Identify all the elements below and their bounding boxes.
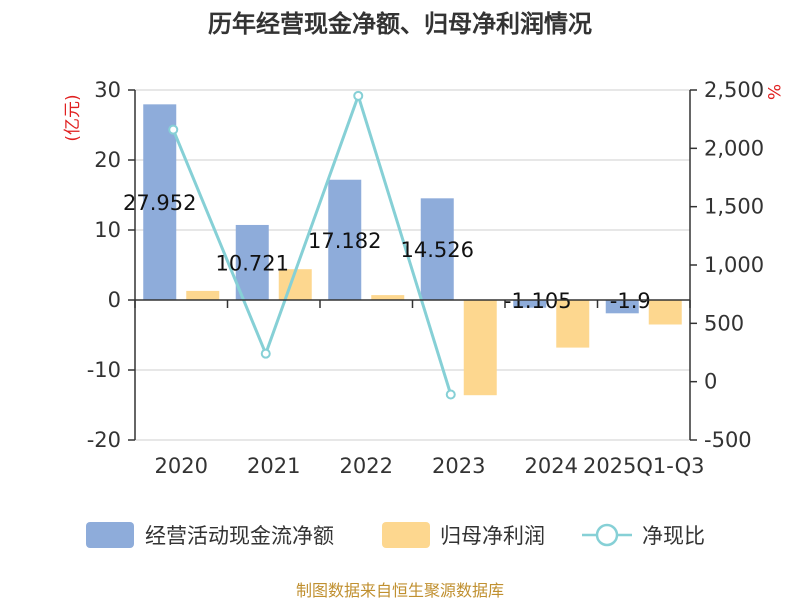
bar-cashflow-2022[interactable] bbox=[328, 179, 362, 300]
right-tick-label: -500 bbox=[704, 428, 752, 452]
data-label-cashflow: 27.952 bbox=[123, 191, 196, 215]
ratio-line bbox=[168, 90, 456, 400]
left-tick-label: -10 bbox=[87, 358, 121, 382]
left-tick-label: 10 bbox=[94, 218, 121, 242]
bar-cashflow-2023[interactable] bbox=[420, 198, 454, 300]
ratio-point[interactable] bbox=[168, 124, 179, 135]
legend-swatch-cashflow[interactable] bbox=[86, 522, 134, 548]
legend-swatch-profit[interactable] bbox=[382, 522, 430, 548]
x-tick-label: 2023 bbox=[432, 454, 485, 478]
x-tick-label: 2025Q1-Q3 bbox=[583, 454, 705, 478]
legend-label-profit[interactable]: 归母净利润 bbox=[440, 524, 545, 548]
data-label-cashflow: 10.721 bbox=[216, 251, 289, 275]
bar-profit-2024[interactable] bbox=[556, 300, 590, 348]
right-tick-label: 2,500 bbox=[704, 78, 764, 102]
bar-cashflow-2021[interactable] bbox=[235, 224, 269, 300]
right-tick-label: 500 bbox=[704, 311, 744, 335]
x-tick-label: 2024 bbox=[525, 454, 578, 478]
x-axis: 2020 2021 2022 2023 2024 2025Q1-Q3 bbox=[134, 299, 705, 478]
bars bbox=[143, 104, 682, 396]
right-tick-label: 1,000 bbox=[704, 253, 764, 277]
legend-label-cashflow[interactable]: 经营活动现金流净额 bbox=[145, 524, 334, 548]
bar-profit-2022[interactable] bbox=[371, 295, 405, 300]
ratio-series-line bbox=[171, 91, 453, 395]
ratio-point[interactable] bbox=[260, 348, 271, 359]
left-tick-label: 20 bbox=[94, 148, 121, 172]
left-tick-label: 30 bbox=[94, 78, 121, 102]
x-tick-label: 2022 bbox=[340, 454, 393, 478]
right-tick-label: 2,000 bbox=[704, 136, 764, 160]
left-axis-unit: (亿元) bbox=[63, 94, 83, 141]
bar-profit-2020[interactable] bbox=[186, 290, 220, 300]
source-note: 制图数据来自恒生聚源数据库 bbox=[296, 581, 504, 600]
ratio-point[interactable] bbox=[353, 90, 364, 101]
left-axis: 30 20 10 0 -10 -20 (亿元) bbox=[63, 78, 136, 452]
bar-profit-2025Q1-Q3[interactable] bbox=[648, 300, 682, 325]
grid bbox=[135, 89, 690, 441]
x-tick-label: 2020 bbox=[155, 454, 208, 478]
right-tick-label: 1,500 bbox=[704, 195, 764, 219]
right-tick-label: 0 bbox=[704, 370, 717, 394]
bar-cashflow-2020[interactable] bbox=[143, 104, 177, 300]
left-tick-label: -20 bbox=[87, 428, 121, 452]
chart-title: 历年经营现金净额、归母净利润情况 bbox=[208, 10, 592, 38]
legend[interactable]: 经营活动现金流净额 归母净利润 净现比 bbox=[86, 522, 705, 548]
data-label-cashflow: 17.182 bbox=[308, 229, 381, 253]
bar-profit-2023[interactable] bbox=[463, 300, 497, 396]
data-label-cashflow: -1.105 bbox=[504, 289, 572, 313]
bar-cashflow-2025Q1-Q3[interactable] bbox=[605, 300, 639, 314]
right-axis-unit: % bbox=[763, 84, 783, 100]
bar-cashflow-2024[interactable] bbox=[513, 300, 547, 308]
ratio-point[interactable] bbox=[445, 389, 456, 400]
data-labels: 27.952 10.721 17.182 14.526 -1.105 -1.9 bbox=[123, 191, 651, 313]
left-tick-label: 0 bbox=[108, 288, 121, 312]
data-label-cashflow: 14.526 bbox=[401, 238, 474, 262]
legend-swatch-ratio-marker[interactable] bbox=[595, 523, 619, 547]
legend-label-ratio[interactable]: 净现比 bbox=[642, 524, 705, 548]
data-label-cashflow: -1.9 bbox=[610, 289, 651, 313]
right-axis: 2,500 2,000 1,500 1,000 500 0 -500% bbox=[689, 78, 783, 452]
x-tick-label: 2021 bbox=[247, 454, 300, 478]
